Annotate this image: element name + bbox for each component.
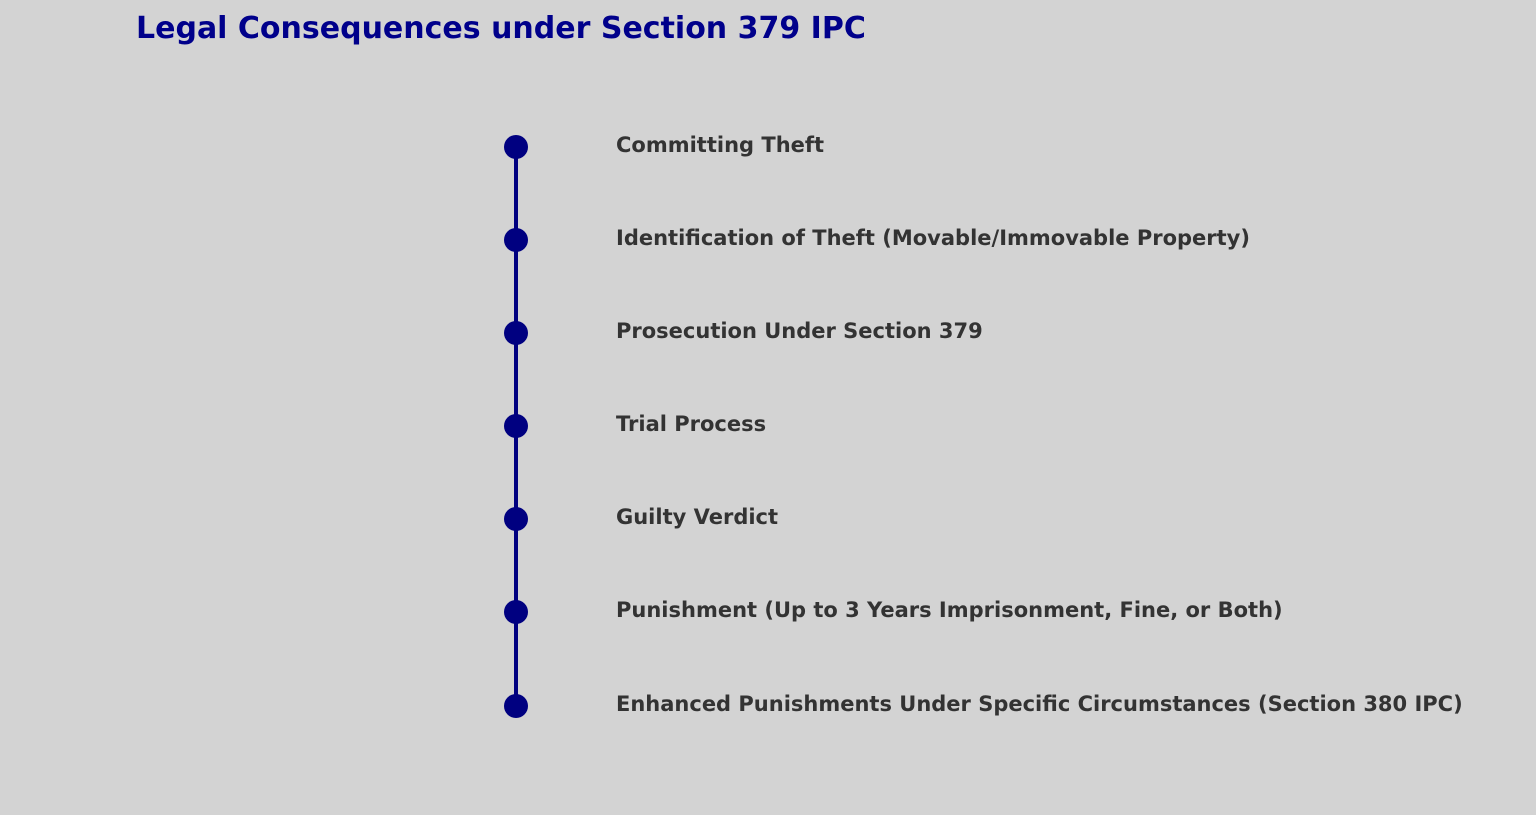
timeline-step-label: Enhanced Punishments Under Specific Circ… (616, 692, 1463, 716)
timeline-step-label: Committing Theft (616, 133, 825, 157)
timeline-node (504, 321, 528, 345)
timeline-node (504, 507, 528, 531)
timeline-step-label: Trial Process (616, 412, 767, 436)
timeline-step-label: Identification of Theft (Movable/Immovab… (616, 226, 1250, 250)
timeline-step-label: Prosecution Under Section 379 (616, 319, 983, 343)
timeline-step-label: Guilty Verdict (616, 505, 779, 529)
timeline-node (504, 600, 528, 624)
timeline-node (504, 228, 528, 252)
timeline-node (504, 694, 528, 718)
diagram-title: Legal Consequences under Section 379 IPC (136, 11, 866, 46)
timeline-node (504, 414, 528, 438)
timeline-node (504, 135, 528, 159)
timeline-step-label: Punishment (Up to 3 Years Imprisonment, … (616, 598, 1283, 622)
